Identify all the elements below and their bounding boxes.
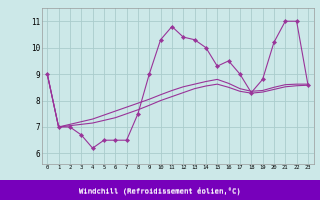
Text: Windchill (Refroidissement éolien,°C): Windchill (Refroidissement éolien,°C) bbox=[79, 187, 241, 194]
Text: Windchill (Refroidissement éolien,°C): Windchill (Refroidissement éolien,°C) bbox=[79, 187, 241, 195]
